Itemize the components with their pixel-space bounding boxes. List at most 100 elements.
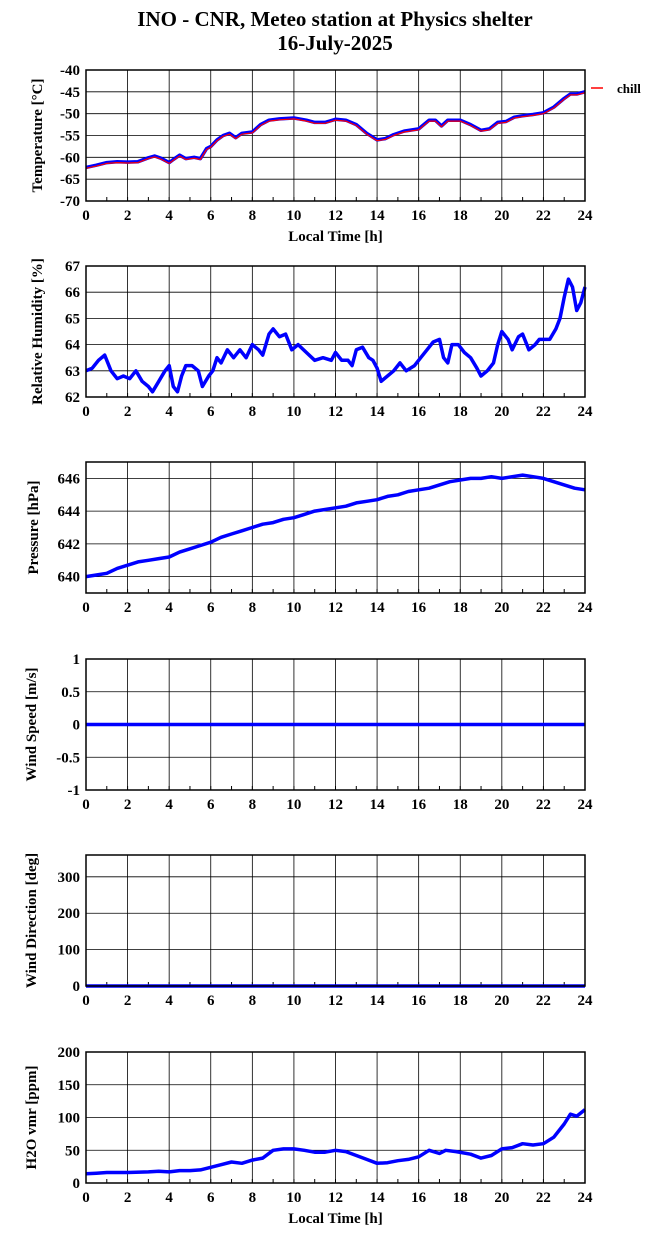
x-tick-label: 10 [286, 600, 301, 616]
y-tick-label: 65 [65, 311, 80, 327]
y-tick-label: 200 [58, 906, 81, 922]
x-tick-label: 0 [82, 797, 90, 813]
x-tick-label: 0 [82, 993, 90, 1009]
y-tick-label: -70 [60, 194, 80, 210]
legend-label-chill: chill [617, 81, 641, 96]
y-tick-label: 62 [65, 390, 80, 406]
x-tick-label: 2 [124, 993, 132, 1009]
y-axis-label: Wind Speed [m/s] [24, 668, 40, 782]
x-tick-label: 18 [453, 993, 468, 1009]
x-tick-label: 14 [370, 993, 386, 1009]
y-tick-label: 66 [65, 285, 81, 301]
x-tick-label: 20 [494, 600, 509, 616]
x-tick-label: 10 [286, 208, 301, 224]
y-tick-label: 646 [58, 471, 81, 487]
y-tick-label: -55 [60, 129, 80, 145]
x-tick-label: 20 [494, 404, 509, 420]
x-tick-label: 18 [453, 404, 468, 420]
x-axis-label: Local Time [h] [288, 1211, 382, 1227]
x-tick-label: 16 [411, 404, 427, 420]
x-tick-label: 6 [207, 600, 215, 616]
x-tick-label: 6 [207, 993, 215, 1009]
x-tick-label: 20 [494, 208, 509, 224]
x-tick-label: 22 [536, 404, 551, 420]
plot-frame [85, 658, 586, 791]
chart-panel-pressure: 0 2 4 6 8 10 12 14 16 18 20 22 24640642644646Pressur… [26, 461, 593, 616]
x-tick-label: 2 [124, 797, 132, 813]
x-tick-label: 22 [536, 208, 551, 224]
x-tick-label: 10 [286, 993, 301, 1009]
plot-frame [85, 69, 586, 202]
x-tick-label: 8 [249, 600, 257, 616]
y-axis-label: Relative Humidity [%] [30, 258, 46, 405]
x-tick-label: 4 [165, 993, 173, 1009]
x-tick-label: 22 [536, 1190, 551, 1206]
y-axis-label: Pressure [hPa] [26, 480, 42, 574]
plot-frame [85, 461, 586, 594]
y-tick-label: 300 [58, 870, 81, 886]
panels: 0 2 4 6 8 10 12 14 16 18 20 22 24-70-65-60-55-50-45-… [24, 63, 641, 1227]
x-tick-label: 22 [536, 797, 551, 813]
x-tick-label: 24 [578, 404, 594, 420]
x-tick-label: 24 [578, 1190, 594, 1206]
x-tick-label: 24 [578, 797, 594, 813]
y-tick-label: 644 [58, 504, 81, 520]
x-tick-label: 2 [124, 208, 132, 224]
x-tick-label: 12 [328, 797, 343, 813]
x-tick-label: 2 [124, 600, 132, 616]
x-tick-label: 8 [249, 993, 257, 1009]
x-tick-label: 16 [411, 797, 427, 813]
x-tick-label: 8 [249, 1190, 257, 1206]
x-tick-label: 6 [207, 1190, 215, 1206]
figure-title-line2: 16-July-2025 [277, 31, 393, 55]
x-tick-label: 16 [411, 993, 427, 1009]
x-tick-label: 22 [536, 600, 551, 616]
y-tick-label: 200 [58, 1045, 81, 1061]
x-tick-label: 6 [207, 404, 215, 420]
x-tick-label: 0 [82, 600, 90, 616]
x-tick-label: 0 [82, 208, 90, 224]
x-tick-label: 18 [453, 208, 468, 224]
x-tick-label: 4 [165, 208, 173, 224]
y-axis-label: Temperature [°C] [30, 79, 46, 193]
y-tick-label: 150 [58, 1078, 81, 1094]
x-tick-label: 6 [207, 208, 215, 224]
figure-title-line1: INO - CNR, Meteo station at Physics shel… [137, 7, 532, 31]
y-tick-label: -40 [60, 63, 80, 79]
x-tick-label: 20 [494, 797, 509, 813]
x-tick-label: 12 [328, 404, 343, 420]
plot-frame [85, 265, 586, 398]
x-tick-label: 8 [249, 404, 257, 420]
x-axis-label: Local Time [h] [288, 229, 382, 245]
series-line-pressure [85, 473, 586, 579]
x-tick-label: 10 [286, 404, 301, 420]
x-tick-label: 12 [328, 208, 343, 224]
y-axis-label: Wind Direction [deg] [24, 853, 40, 988]
plot-frame [85, 854, 586, 987]
x-tick-label: 24 [578, 993, 594, 1009]
y-tick-label: 0 [73, 718, 81, 734]
x-tick-label: 12 [328, 993, 343, 1009]
y-tick-label: -60 [60, 150, 80, 166]
x-tick-label: 0 [82, 1190, 90, 1206]
x-tick-label: 4 [165, 1190, 173, 1206]
y-tick-label: -1 [68, 783, 81, 799]
series-line-temperature-chill [85, 92, 586, 169]
y-tick-label: -0.5 [56, 750, 80, 766]
y-tick-label: 0 [73, 979, 81, 995]
x-tick-label: 10 [286, 1190, 301, 1206]
x-tick-label: 4 [165, 600, 173, 616]
plot-frame [85, 1051, 586, 1184]
series-line-h2o [85, 1108, 587, 1176]
x-tick-label: 18 [453, 1190, 468, 1206]
x-tick-label: 20 [494, 1190, 509, 1206]
x-tick-label: 14 [370, 797, 386, 813]
y-tick-label: -45 [60, 85, 80, 101]
x-tick-label: 14 [370, 600, 386, 616]
x-tick-label: 12 [328, 1190, 343, 1206]
x-tick-label: 2 [124, 404, 132, 420]
x-tick-label: 8 [249, 208, 257, 224]
